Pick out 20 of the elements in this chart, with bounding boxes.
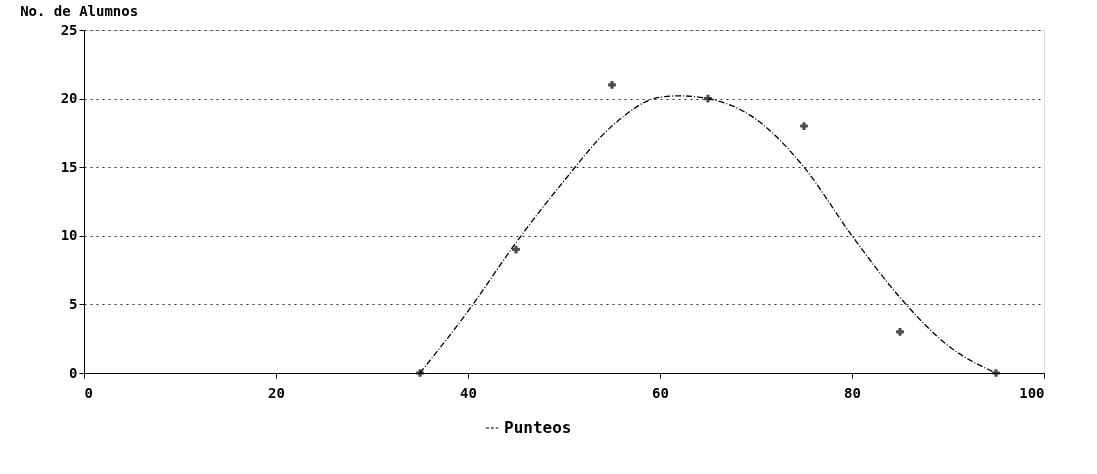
x-tick-label: 0: [84, 384, 93, 401]
y-tick-label: 10: [60, 227, 78, 244]
point: [800, 122, 808, 130]
point: [608, 81, 616, 89]
y-tick-label: 20: [60, 90, 78, 107]
point: [896, 327, 904, 336]
point: [992, 369, 1000, 377]
y-axis-title: No. de Alumnos: [20, 3, 139, 19]
y-tick-label: 15: [60, 158, 78, 175]
y-tick-label: 5: [69, 295, 78, 312]
y-tick-label: 0: [69, 364, 78, 381]
x-tick-label: 60: [652, 384, 669, 401]
y-tick-label: 25: [60, 21, 78, 38]
point: [512, 245, 520, 254]
x-tick-label: 20: [268, 384, 285, 401]
legend-label: Punteos: [504, 418, 572, 437]
x-tick-label: 100: [1019, 384, 1045, 401]
x-tick-label: 40: [460, 384, 477, 401]
x-tick-label: 80: [844, 384, 861, 401]
point: [416, 369, 424, 377]
